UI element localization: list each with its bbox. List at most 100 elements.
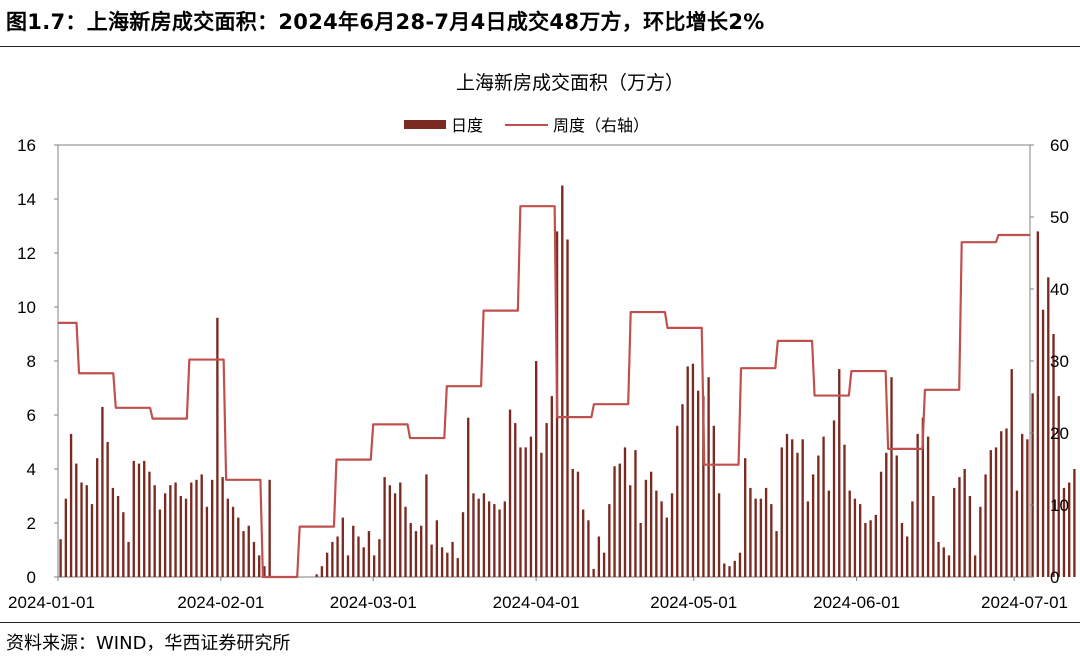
daily-bar bbox=[59, 539, 62, 577]
daily-bar bbox=[179, 496, 182, 577]
daily-bar bbox=[550, 396, 554, 577]
daily-bar bbox=[195, 479, 198, 577]
daily-bar bbox=[487, 501, 491, 577]
daily-bar bbox=[791, 439, 794, 577]
daily-bar bbox=[644, 479, 648, 577]
daily-bar bbox=[582, 509, 585, 577]
daily-bar bbox=[717, 493, 721, 577]
daily-bar bbox=[247, 525, 250, 577]
daily-bar bbox=[1052, 334, 1055, 577]
daily-bar bbox=[744, 458, 747, 577]
daily-bar bbox=[848, 490, 851, 577]
daily-bar bbox=[895, 455, 898, 577]
daily-bar bbox=[576, 471, 580, 577]
daily-bar bbox=[106, 442, 109, 577]
daily-bar bbox=[514, 423, 517, 577]
chart: 上海新房成交面积（万方） 日度 周度（右轴） 0 2 4 6 8 10 12 14 16 0 10… bbox=[8, 72, 1076, 612]
daily-bars bbox=[59, 185, 1076, 577]
daily-bar bbox=[545, 423, 548, 577]
right-axis: 0 10 20 30 40 50 60 bbox=[1030, 136, 1069, 587]
left-tick-label: 2 bbox=[27, 514, 36, 533]
daily-bar bbox=[75, 463, 78, 577]
daily-bar bbox=[691, 363, 695, 577]
daily-bar bbox=[116, 496, 120, 577]
daily-bar bbox=[64, 498, 68, 577]
daily-bar bbox=[1031, 393, 1034, 577]
daily-bar bbox=[561, 185, 564, 577]
daily-bar bbox=[132, 460, 135, 577]
daily-bar bbox=[80, 482, 83, 577]
daily-bar bbox=[148, 471, 151, 577]
daily-bar bbox=[190, 482, 193, 577]
right-tick-label: 60 bbox=[1050, 136, 1069, 155]
daily-bar bbox=[1020, 433, 1024, 577]
daily-bar bbox=[320, 566, 324, 577]
top-rule bbox=[0, 46, 1080, 47]
daily-bar bbox=[947, 555, 951, 577]
x-tick-label: 2024-05-01 bbox=[650, 593, 737, 612]
daily-bar bbox=[958, 477, 961, 577]
daily-bar bbox=[372, 555, 376, 577]
daily-bar bbox=[221, 477, 224, 577]
daily-bar bbox=[85, 485, 88, 577]
daily-bar bbox=[608, 504, 611, 577]
daily-bar bbox=[414, 531, 418, 577]
daily-bar bbox=[1062, 487, 1066, 577]
x-tick-label: 2024-07-01 bbox=[981, 593, 1068, 612]
figure-title: 图1.7：上海新房成交面积：2024年6月28-7月4日成交48万方，环比增长2… bbox=[6, 10, 765, 34]
left-tick-label: 10 bbox=[17, 298, 36, 317]
daily-bar bbox=[838, 369, 841, 577]
daily-bar bbox=[388, 485, 392, 577]
daily-bar bbox=[200, 474, 203, 577]
legend-swatch-daily bbox=[404, 120, 446, 129]
daily-bar bbox=[953, 487, 956, 577]
daily-bar bbox=[916, 433, 919, 577]
daily-bar bbox=[231, 506, 235, 577]
daily-bar bbox=[780, 447, 783, 577]
daily-bar bbox=[137, 463, 141, 577]
daily-bar bbox=[796, 452, 799, 577]
daily-bar bbox=[346, 555, 350, 577]
daily-bar bbox=[524, 447, 527, 577]
daily-bar bbox=[874, 514, 878, 577]
daily-bar bbox=[728, 566, 731, 577]
daily-bar bbox=[979, 506, 982, 577]
daily-bar bbox=[205, 506, 209, 577]
daily-bar bbox=[169, 485, 172, 577]
daily-bar bbox=[806, 501, 810, 577]
weekly-line bbox=[58, 205, 1030, 579]
daily-bar bbox=[853, 498, 857, 577]
daily-bar bbox=[1010, 369, 1013, 577]
daily-bar bbox=[440, 547, 444, 577]
daily-bar bbox=[210, 479, 214, 577]
daily-bar bbox=[430, 544, 433, 577]
daily-bar bbox=[258, 555, 261, 577]
daily-bar bbox=[832, 420, 836, 577]
daily-bar bbox=[879, 471, 883, 577]
left-tick-label: 14 bbox=[17, 190, 36, 209]
daily-bar bbox=[681, 404, 684, 577]
daily-bar bbox=[738, 552, 742, 577]
right-tick-label: 20 bbox=[1050, 424, 1069, 443]
daily-bar bbox=[158, 509, 162, 577]
daily-bar bbox=[69, 433, 73, 577]
daily-bar bbox=[827, 490, 830, 577]
daily-bar bbox=[383, 477, 386, 577]
daily-bar bbox=[926, 436, 930, 577]
daily-bar bbox=[597, 536, 601, 577]
legend-label-weekly: 周度（右轴） bbox=[553, 116, 649, 135]
daily-bar bbox=[749, 487, 752, 577]
daily-bar bbox=[775, 531, 778, 577]
daily-bar bbox=[696, 390, 700, 577]
daily-bar bbox=[1068, 482, 1071, 577]
daily-bar bbox=[655, 490, 658, 577]
daily-bar bbox=[263, 566, 266, 577]
left-tick-label: 16 bbox=[17, 136, 36, 155]
daily-bar bbox=[472, 493, 475, 577]
bottom-rule bbox=[0, 622, 1080, 623]
daily-bar bbox=[817, 455, 820, 577]
daily-bar bbox=[911, 501, 914, 577]
daily-bar bbox=[1073, 469, 1076, 577]
daily-bar bbox=[770, 504, 773, 577]
daily-bar bbox=[226, 498, 230, 577]
